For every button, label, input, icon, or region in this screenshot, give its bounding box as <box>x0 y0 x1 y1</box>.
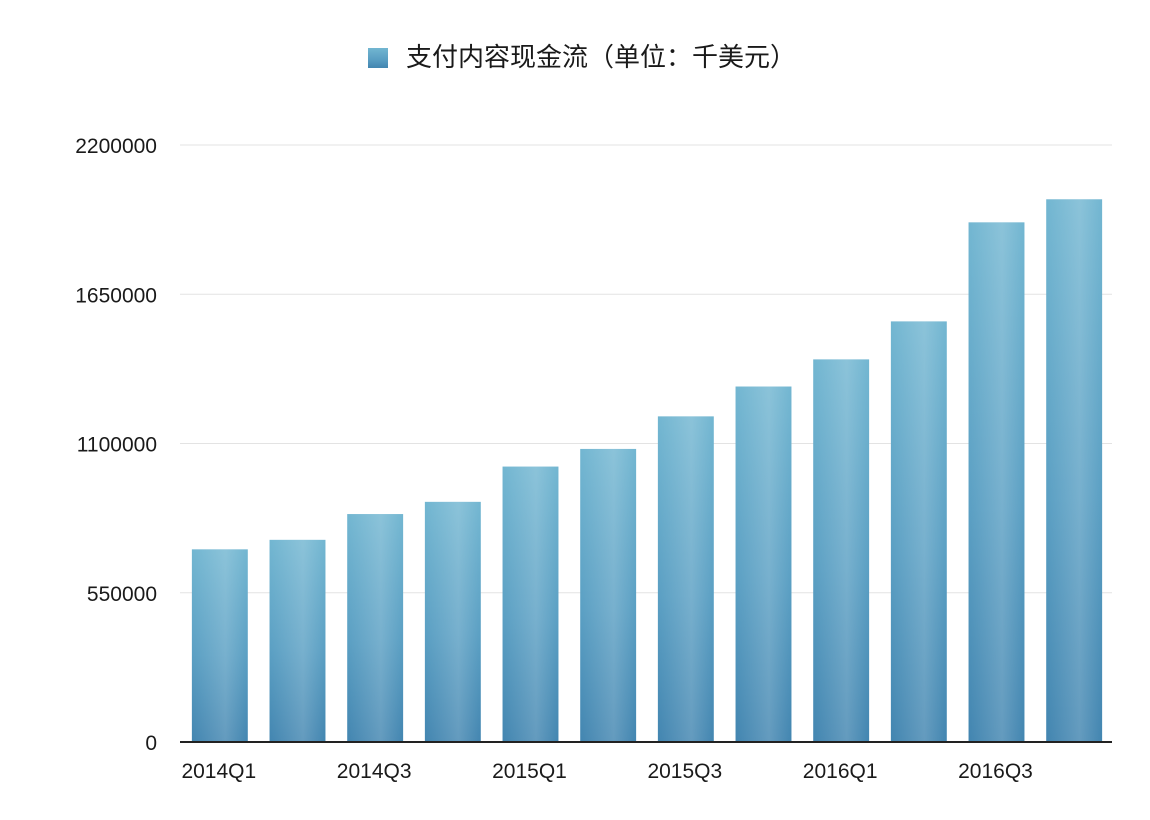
bar-highlight <box>424 501 481 742</box>
legend-swatch <box>368 48 388 68</box>
x-tick-label: 2015Q1 <box>492 760 567 783</box>
bar-group <box>890 321 947 742</box>
bar-group <box>424 501 481 742</box>
bar-highlight <box>191 549 248 742</box>
bar-highlight <box>735 386 792 742</box>
bar-highlight <box>1046 199 1103 743</box>
bar-highlight <box>813 359 870 742</box>
x-tick-label: 2016Q1 <box>803 760 878 783</box>
bar-group <box>813 359 870 742</box>
x-tick-label: 2016Q3 <box>958 760 1033 783</box>
bar-highlight <box>968 222 1025 743</box>
x-tick-label: 2014Q3 <box>337 760 412 783</box>
bar-highlight <box>657 416 714 742</box>
y-tick-label: 0 <box>145 732 157 755</box>
bar-highlight <box>269 539 326 742</box>
bar-highlight <box>580 448 637 742</box>
x-tick-label: 2014Q1 <box>181 760 256 783</box>
bar-group <box>580 448 637 742</box>
bar-group <box>269 539 326 742</box>
legend: 支付内容现金流（单位：千美元） <box>368 42 796 72</box>
y-tick-label: 1100000 <box>77 434 157 457</box>
bar-group <box>1046 199 1103 743</box>
bar-group <box>502 466 559 742</box>
bar-group <box>191 549 248 742</box>
y-axis-tick-labels: 0 550000 1100000 1650000 2200000 <box>75 135 157 755</box>
legend-label-0: 支付内容现金流（单位：千美元） <box>406 42 796 72</box>
bar-highlight <box>890 321 947 742</box>
bars <box>191 199 1103 743</box>
bar-group <box>968 222 1025 743</box>
bar-group <box>347 514 404 742</box>
x-tick-label: 2015Q3 <box>647 760 722 783</box>
y-tick-label: 550000 <box>87 583 157 606</box>
bar-group <box>735 386 792 742</box>
x-axis-tick-labels: 2014Q1 2014Q3 2015Q1 2015Q3 2016Q1 2016Q3 <box>181 760 1032 783</box>
bar-group <box>657 416 714 742</box>
gridlines <box>180 144 1112 594</box>
bar-highlight <box>502 466 559 742</box>
y-tick-label: 2200000 <box>75 135 157 158</box>
y-tick-label: 1650000 <box>75 284 157 307</box>
bar-highlight <box>347 514 404 742</box>
